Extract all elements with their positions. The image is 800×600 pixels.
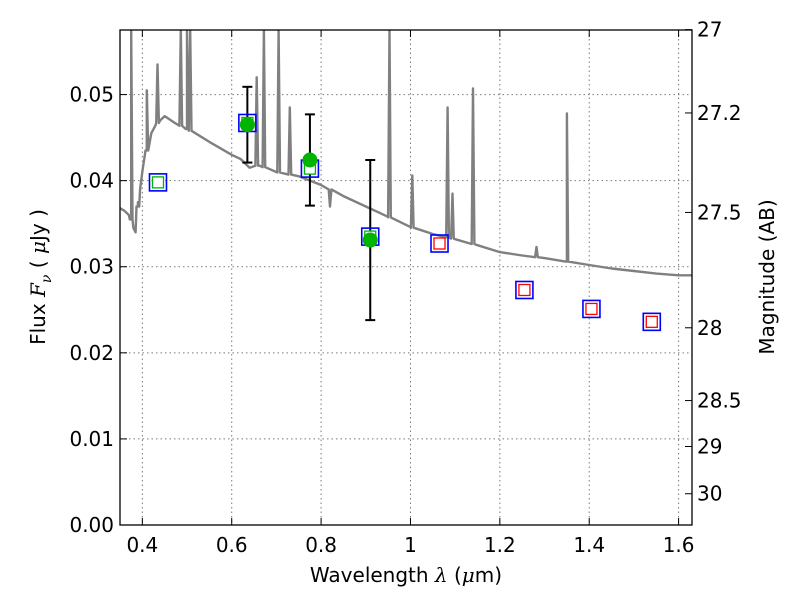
model-point-box <box>642 312 662 332</box>
y-tick-label: 0.00 <box>69 513 114 537</box>
observed-point <box>239 117 255 133</box>
y-tick-label: 0.03 <box>69 255 114 279</box>
x-tick-label: 0.8 <box>305 533 337 557</box>
y-tick-label: 0.05 <box>69 83 114 107</box>
model-point-inner <box>518 283 531 297</box>
y-tick-label: 0.01 <box>69 427 114 451</box>
x-tick-label: 1.4 <box>573 533 605 557</box>
y2-tick-label: 28.5 <box>697 389 742 413</box>
model-point-box <box>515 280 534 300</box>
y-axis-label: Flux Fν ( μJy ) <box>26 209 55 345</box>
observed-point <box>302 152 318 168</box>
observed-point <box>362 232 378 248</box>
model-point-box <box>148 173 168 192</box>
y2-axis-label: Magnitude (AB) <box>755 199 779 354</box>
x-tick-label: 1.6 <box>663 533 695 557</box>
x-tick-label: 1.2 <box>484 533 516 557</box>
y2-tick-label: 28 <box>697 316 722 340</box>
axes: 0.4 0.6 0.8 1 1.2 1.4 1.6 0.00 0.01 0.02 0.03 0.04 0… <box>69 18 741 557</box>
model-point-inner <box>645 315 658 328</box>
model-point-box <box>430 234 449 253</box>
model-point-inner <box>151 176 165 189</box>
model-point-inner <box>433 237 446 250</box>
y2-tick-label: 29 <box>697 434 722 458</box>
y2-tick-label: 27.5 <box>697 200 742 224</box>
grid-lines <box>120 30 692 525</box>
spectrum-line <box>120 30 692 277</box>
plot-frame <box>119 29 693 526</box>
model-point-inner <box>585 302 598 316</box>
x-tick-label: 1 <box>404 533 417 557</box>
model-point-box <box>582 299 601 319</box>
spectrum-layer <box>120 30 692 277</box>
x-axis-label: Wavelength λ (μm) <box>310 563 502 587</box>
x-tick-label: 0.4 <box>126 533 158 557</box>
y2-tick-label: 27 <box>697 18 722 42</box>
y2-tick-label: 27.2 <box>697 101 742 125</box>
y-tick-label: 0.04 <box>69 169 114 193</box>
x-tick-label: 0.6 <box>216 533 248 557</box>
y-tick-label: 0.02 <box>69 341 114 365</box>
photometry-layer <box>148 85 662 332</box>
y2-tick-label: 30 <box>697 482 722 506</box>
